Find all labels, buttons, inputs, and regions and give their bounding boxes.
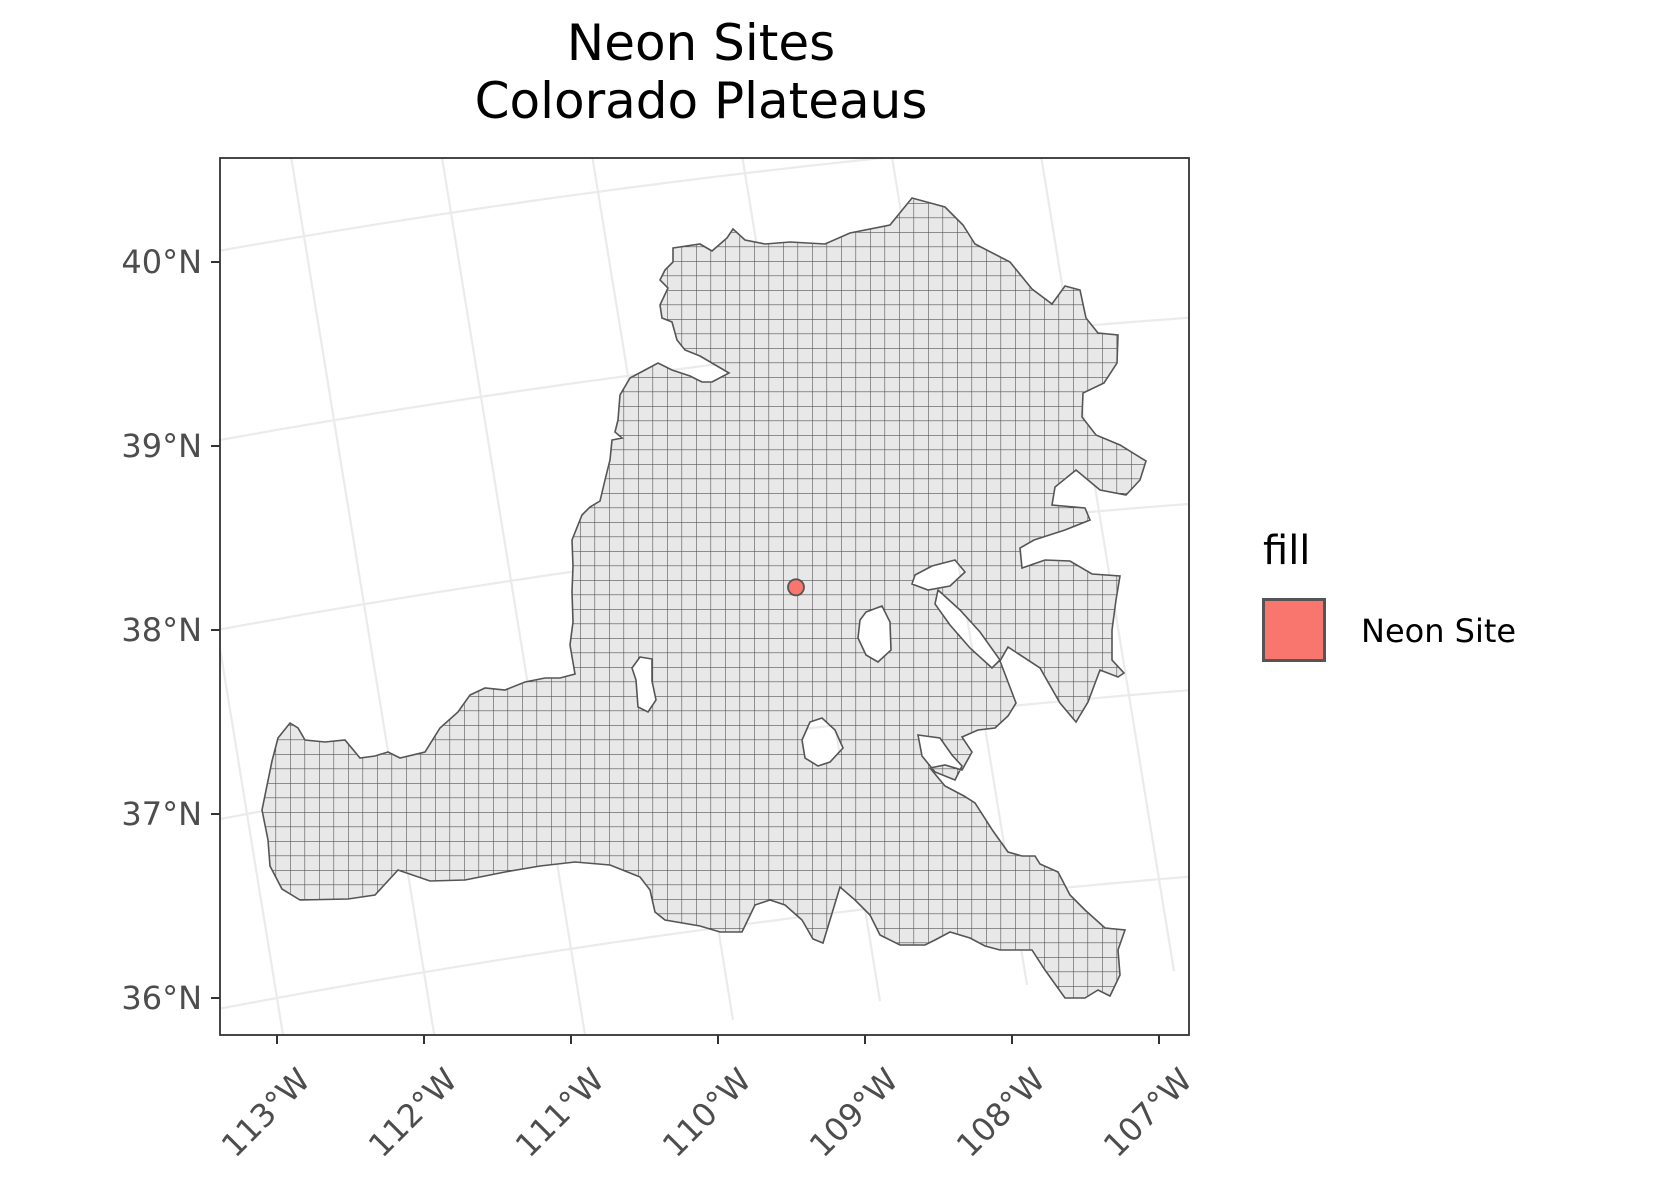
x-axis: 113°W 112°W 111°W 110°W 109°W 108°W 107°W [214,1035,1200,1165]
meridian-line [220,641,285,1035]
y-tick-label: 40°N [121,243,202,281]
x-tick-label: 108°W [949,1061,1053,1165]
y-tick-label: 39°N [121,427,202,465]
neon-site-points [787,578,805,597]
y-tick-label: 36°N [121,979,202,1017]
x-tick-label: 112°W [361,1061,465,1165]
legend-title: fill [1263,528,1311,574]
parallel-line [220,158,894,252]
chart-title-line-2: Colorado Plateaus [474,72,928,130]
x-tick-label: 111°W [508,1061,612,1165]
y-axis: 36°N 37°N 38°N 39°N 40°N [121,243,220,1017]
x-tick-label: 109°W [802,1061,906,1165]
x-tick-label: 107°W [1096,1061,1200,1165]
legend-key-neon-site [1262,598,1326,662]
legend-label-neon-site: Neon Site [1361,612,1517,650]
parallel-line [0,0,1230,121]
chart-title-line-1: Neon Sites [566,14,836,72]
x-tick-label: 113°W [214,1061,318,1165]
neon-site-point [787,578,805,597]
y-tick-label: 37°N [121,795,202,833]
panel-border [219,157,1190,1036]
region-polygon [261,197,1147,999]
x-tick-label: 110°W [655,1061,759,1165]
y-tick-label: 38°N [121,611,202,649]
